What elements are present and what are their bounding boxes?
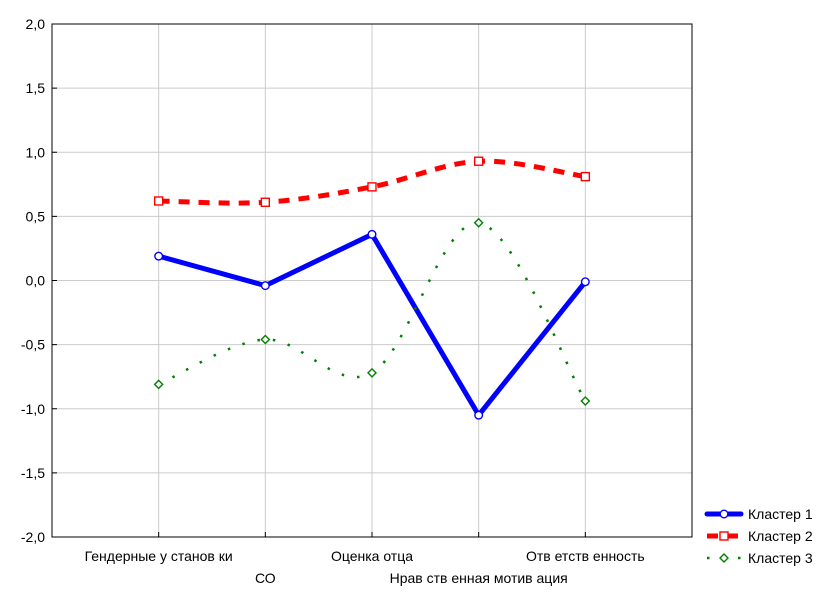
grid-lines	[52, 24, 692, 537]
series-2-point	[580, 171, 591, 182]
y-tick-label: 2,0	[26, 16, 46, 32]
x-tick-label: Гендерные у станов ки	[85, 548, 233, 564]
legend-label: Кластер 2	[748, 528, 813, 544]
legend-item-2: Кластер 2	[707, 528, 813, 544]
x-tick-label: Нрав ств енная мотив ация	[390, 570, 568, 586]
series-2-line	[158, 158, 586, 206]
series-1-point	[474, 410, 484, 420]
series-3-point	[260, 334, 271, 345]
legend-label: Кластер 3	[748, 550, 813, 566]
y-tick-label: 1,0	[26, 144, 46, 160]
series-2-point	[260, 197, 271, 207]
series-1-point	[260, 281, 270, 291]
legend: Кластер 1 Кластер 2 Кластер 3	[704, 506, 813, 566]
y-axis-ticks: 2,0 1,5 1,0 0,5 0,0 -0,5 -1,0 -1,5 -2,0	[21, 16, 57, 545]
y-tick-label: 1,5	[26, 80, 46, 96]
series-1	[154, 229, 590, 420]
x-tick-label: СО	[255, 570, 276, 586]
series-3	[153, 217, 591, 407]
series-2	[153, 156, 591, 207]
series-3-point	[473, 217, 484, 228]
legend-label: Кластер 1	[748, 506, 813, 522]
series-2-point	[473, 156, 484, 166]
series-3-point	[580, 396, 591, 407]
series-2-point	[153, 196, 164, 206]
series-1-point	[154, 251, 164, 261]
legend-swatch-marker	[719, 509, 729, 519]
series-1-point	[580, 277, 590, 287]
y-tick-label: -2,0	[21, 529, 45, 545]
y-tick-label: -1,5	[21, 465, 45, 481]
x-axis-ticks: Гендерные у станов ки СО Оценка отца Нрав с…	[85, 532, 645, 586]
series-3-point	[367, 367, 377, 378]
x-tick-label: Отв етств енность	[526, 548, 645, 564]
series-1-point	[367, 229, 377, 239]
x-tick-label: Оценка отца	[331, 548, 413, 564]
series-group	[153, 156, 591, 420]
legend-swatch-marker	[719, 553, 729, 563]
legend-swatch-marker	[719, 531, 729, 541]
series-3-point	[153, 379, 164, 390]
y-tick-label: -1,0	[21, 401, 45, 417]
legend-item-3: Кластер 3	[707, 550, 813, 566]
y-tick-label: 0,5	[26, 208, 46, 224]
legend-item-1: Кластер 1	[704, 506, 813, 522]
y-tick-label: 0,0	[26, 273, 46, 289]
series-2-point	[367, 182, 377, 192]
y-tick-label: -0,5	[21, 337, 45, 353]
